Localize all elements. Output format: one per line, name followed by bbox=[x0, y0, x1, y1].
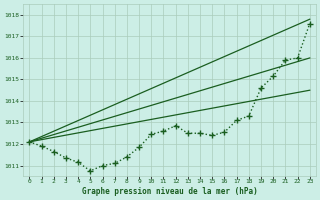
X-axis label: Graphe pression niveau de la mer (hPa): Graphe pression niveau de la mer (hPa) bbox=[82, 187, 258, 196]
